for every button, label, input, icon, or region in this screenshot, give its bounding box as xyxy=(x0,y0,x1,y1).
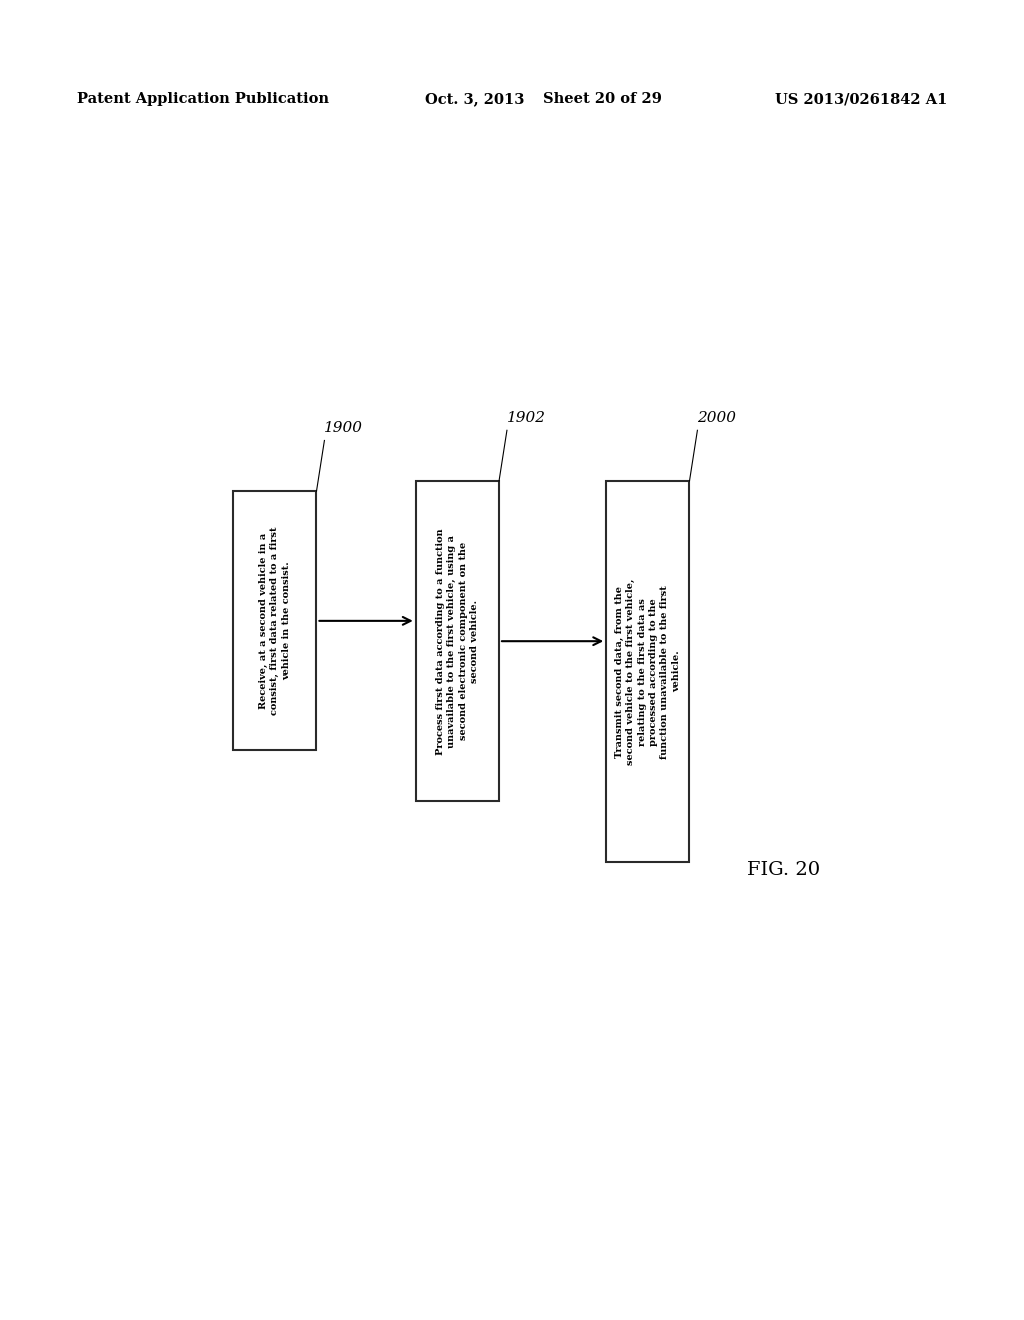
Text: Transmit second data, from the
second vehicle to the first vehicle,
relating to : Transmit second data, from the second ve… xyxy=(614,578,681,764)
Bar xyxy=(606,480,689,862)
Text: Receive, at a second vehicle in a
consist, first data related to a first
vehicle: Receive, at a second vehicle in a consis… xyxy=(259,527,291,715)
Text: 2000: 2000 xyxy=(697,412,736,425)
Text: Process first data according to a function
unavailable to the first vehicle, usi: Process first data according to a functi… xyxy=(435,528,479,755)
Text: Sheet 20 of 29: Sheet 20 of 29 xyxy=(543,92,662,107)
Bar xyxy=(416,480,499,801)
Text: US 2013/0261842 A1: US 2013/0261842 A1 xyxy=(775,92,947,107)
Text: FIG. 20: FIG. 20 xyxy=(748,861,820,879)
Text: Oct. 3, 2013: Oct. 3, 2013 xyxy=(425,92,524,107)
Text: 1900: 1900 xyxy=(325,421,364,436)
Bar xyxy=(233,491,316,751)
Text: 1902: 1902 xyxy=(507,412,546,425)
Text: Patent Application Publication: Patent Application Publication xyxy=(77,92,329,107)
